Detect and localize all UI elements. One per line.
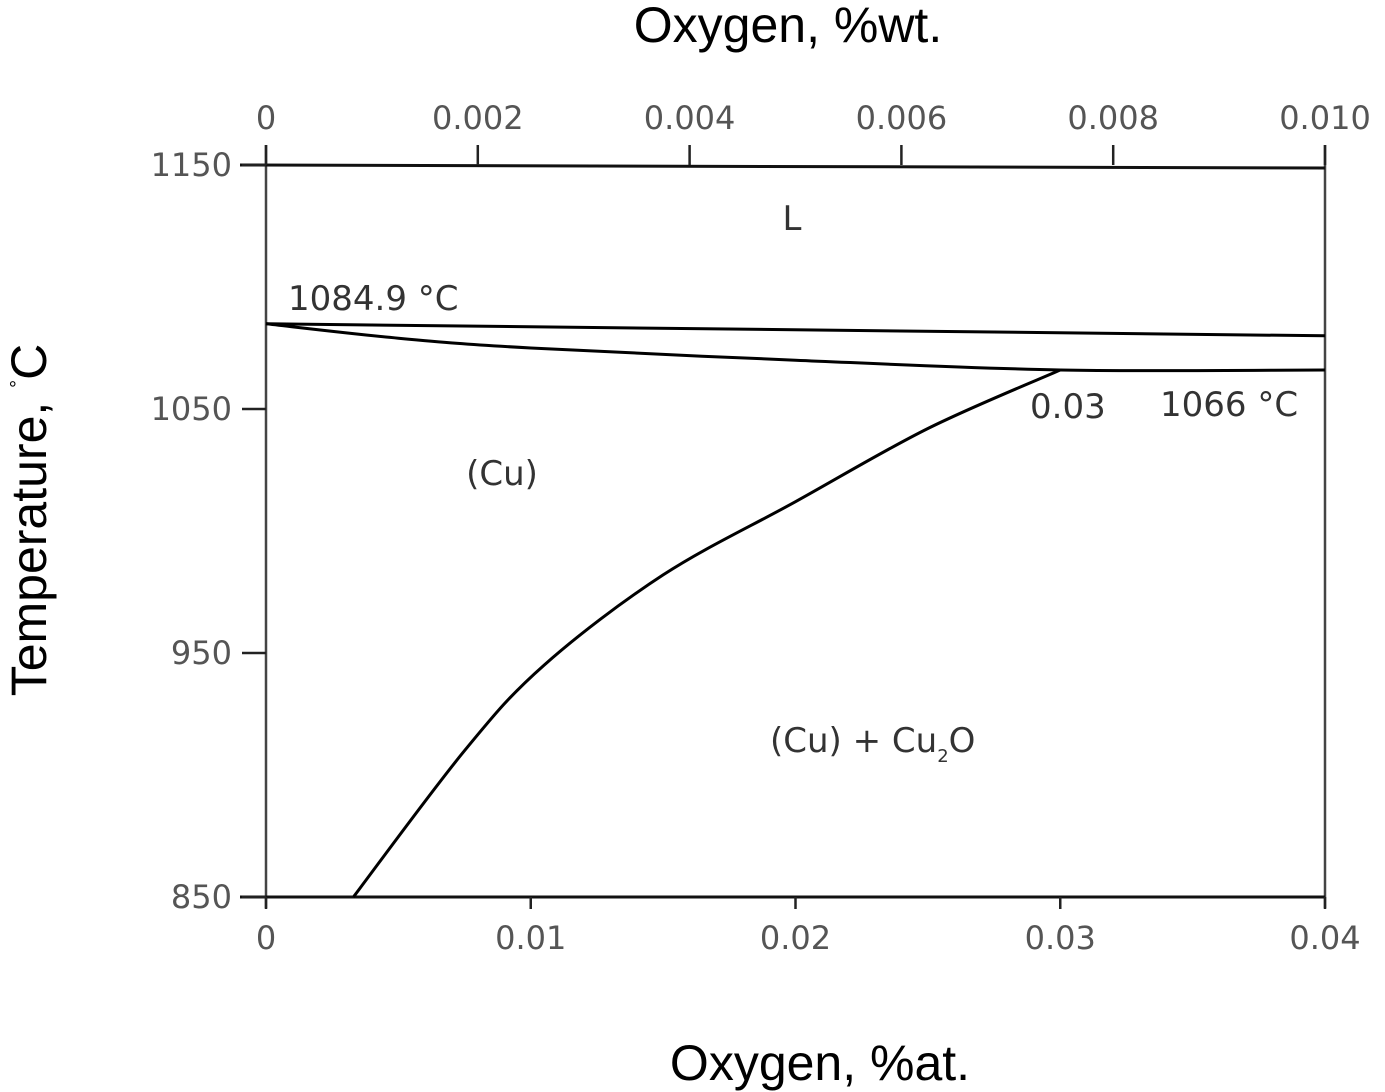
region-label-liquid: L: [783, 199, 802, 239]
bottom-tick-label: 0.01: [495, 919, 566, 957]
top-tick-label: 0.004: [644, 99, 736, 137]
series-layer: [265, 322, 1326, 898]
bottom-tick-label: 0.02: [760, 919, 831, 957]
region-label-cu-cu2o-suffix: O: [949, 721, 976, 761]
top-tick-label: 0.008: [1067, 99, 1159, 137]
bottom-axis-title: Oxygen, %at.: [670, 1035, 970, 1091]
tick-layer: 0 0.01 0.02 0.03 0.04 0 0.002 0.004 0.006 0.008 0.…: [151, 99, 1371, 957]
bottom-tick-label: 0.04: [1289, 919, 1360, 957]
liquidus-line: [265, 322, 1326, 338]
y-tick-label: 1150: [151, 146, 232, 184]
bottom-tick-label: 0.03: [1025, 919, 1096, 957]
top-tick-label: 0: [256, 99, 276, 137]
top-tick-label: 0.010: [1279, 99, 1371, 137]
region-label-cu-cu2o: (Cu) + Cu2O: [770, 721, 975, 767]
bottom-tick-label: 0: [256, 919, 276, 957]
annotation-melting-point: 1084.9 °C: [288, 279, 459, 319]
y-axis-title-text: Temperature,: [1, 388, 57, 696]
region-label-cu-cu2o-sub: 2: [937, 746, 948, 767]
solvus-curve: [352, 368, 1061, 898]
annotation-eutectic-composition: 0.03: [1030, 387, 1106, 427]
y-axis-title: Temperature, °C: [1, 344, 57, 697]
top-tick-label: 0.006: [856, 99, 948, 137]
top-axis-title: Oxygen, %wt.: [634, 0, 942, 53]
y-axis-title-unit: C: [1, 344, 57, 380]
annotation-eutectic-temperature: 1066 °C: [1160, 385, 1298, 425]
solidus-line: [265, 322, 1326, 373]
y-axis-title-degree: °: [7, 380, 29, 388]
y-tick-label: 950: [171, 634, 232, 672]
y-tick-label: 1050: [151, 390, 232, 428]
region-label-cu-cu2o-prefix: (Cu) + Cu: [770, 721, 937, 761]
top-boundary-line: [239, 163, 1326, 170]
region-label-cu: (Cu): [466, 454, 538, 494]
top-tick-label: 0.002: [432, 99, 524, 137]
y-tick-label: 850: [171, 878, 232, 916]
